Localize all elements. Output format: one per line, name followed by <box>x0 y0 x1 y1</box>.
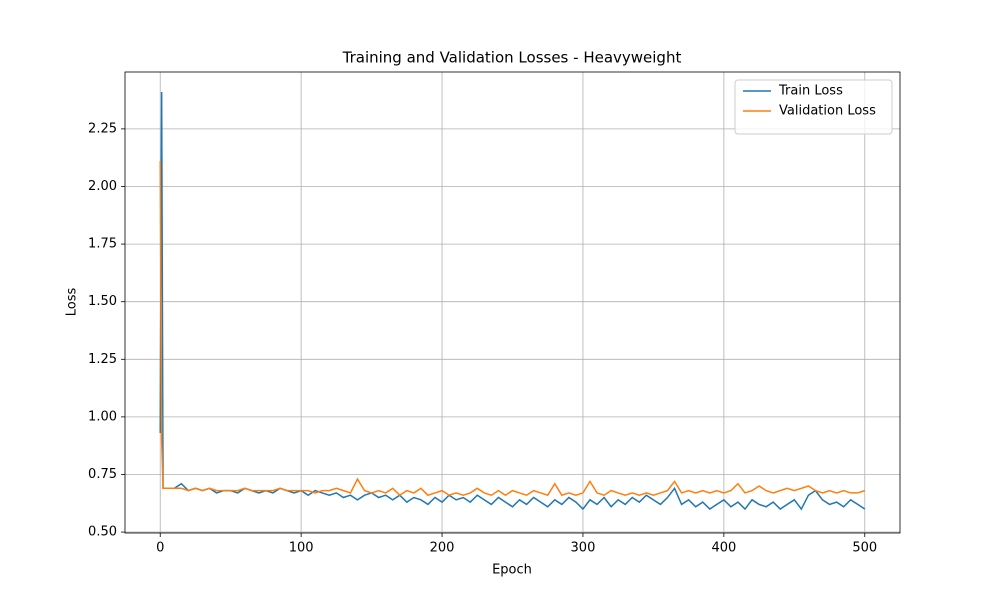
y-axis-label: Loss <box>65 288 80 317</box>
data-line <box>159 161 866 497</box>
y-tick-label: 1.50 <box>88 294 117 309</box>
y-tick-label: 0.50 <box>88 525 117 540</box>
x-tick-label: 500 <box>852 541 877 556</box>
x-tick-label: 0 <box>156 541 164 556</box>
plot-frame <box>124 71 901 534</box>
y-tick-label: 2.25 <box>88 121 117 136</box>
x-tick-label: 200 <box>430 541 455 556</box>
x-tick-label: 100 <box>289 541 314 556</box>
y-tick-label: 1.00 <box>88 409 117 424</box>
x-axis-label: Epoch <box>492 563 532 578</box>
y-tick-label: 0.75 <box>88 467 117 482</box>
x-tick-label: 400 <box>711 541 736 556</box>
y-tick-label: 1.25 <box>88 352 117 367</box>
x-tick-label: 300 <box>571 541 596 556</box>
y-tick-label: 2.00 <box>88 179 117 194</box>
legend-box <box>734 79 893 135</box>
legend-label: Validation Loss <box>779 104 876 119</box>
y-tick-label: 1.75 <box>88 237 117 252</box>
legend-label: Train Loss <box>778 84 843 99</box>
chart-title: Training and Validation Losses - Heavywe… <box>342 49 682 67</box>
